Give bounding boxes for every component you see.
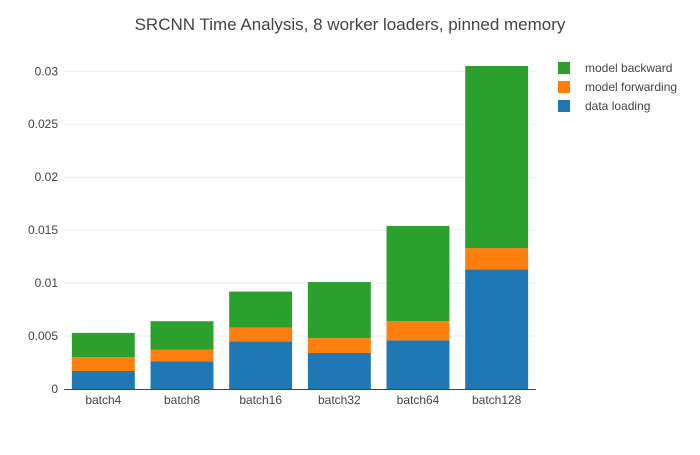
legend-label-model-backward[interactable]: model backward	[585, 61, 672, 75]
y-tick-label: 0.01	[35, 276, 59, 290]
bar-model-forwarding-batch4[interactable]	[71, 357, 135, 371]
bar-model-backward-batch8[interactable]	[150, 321, 214, 350]
legend-swatch-data-loading[interactable]	[558, 100, 570, 112]
bar-data-loading-batch64[interactable]	[386, 340, 450, 389]
y-tick-label: 0.005	[28, 329, 58, 343]
bar-model-forwarding-batch128[interactable]	[465, 248, 529, 270]
bar-model-backward-batch64[interactable]	[386, 225, 450, 322]
legend-swatch-model-forwarding[interactable]	[558, 81, 570, 93]
legend-label-data-loading[interactable]: data loading	[585, 99, 650, 113]
bar-model-backward-batch4[interactable]	[71, 332, 135, 358]
x-tick-label: batch4	[85, 393, 121, 407]
y-tick-label: 0.02	[35, 170, 59, 184]
y-tick-label: 0.025	[28, 117, 58, 131]
bar-model-forwarding-batch16[interactable]	[229, 327, 293, 342]
x-tick-label: batch32	[318, 393, 361, 407]
legend-label-model-forwarding[interactable]: model forwarding	[585, 80, 677, 94]
bar-model-forwarding-batch64[interactable]	[386, 321, 450, 341]
bar-model-backward-batch32[interactable]	[307, 282, 371, 339]
legend-swatch-model-backward[interactable]	[558, 62, 570, 74]
bar-model-backward-batch16[interactable]	[229, 291, 293, 328]
y-tick-label: 0	[51, 382, 58, 396]
bars	[71, 66, 529, 389]
bar-model-forwarding-batch8[interactable]	[150, 349, 214, 362]
x-axis-ticks: batch4 batch8 batch16 batch32 batch64 batch12…	[85, 393, 521, 407]
legend[interactable]: model backward model forwarding data loadi…	[558, 61, 677, 113]
x-tick-label: batch8	[164, 393, 200, 407]
gridlines	[64, 70, 536, 337]
bar-data-loading-batch128[interactable]	[465, 269, 529, 389]
y-tick-label: 0.015	[28, 223, 58, 237]
bar-data-loading-batch16[interactable]	[229, 341, 293, 389]
x-tick-label: batch128	[472, 393, 522, 407]
y-tick-label: 0.03	[35, 64, 59, 78]
x-tick-label: batch64	[397, 393, 440, 407]
bar-data-loading-batch8[interactable]	[150, 361, 214, 389]
y-axis-ticks: 0 0.005 0.01 0.015 0.02 0.025 0.03	[28, 64, 58, 396]
bar-model-backward-batch128[interactable]	[465, 66, 529, 249]
bar-model-forwarding-batch32[interactable]	[307, 338, 371, 353]
bar-data-loading-batch4[interactable]	[71, 370, 135, 389]
bar-data-loading-batch32[interactable]	[307, 352, 371, 389]
x-tick-label: batch16	[239, 393, 282, 407]
chart-title: SRCNN Time Analysis, 8 worker loaders, p…	[135, 15, 566, 34]
